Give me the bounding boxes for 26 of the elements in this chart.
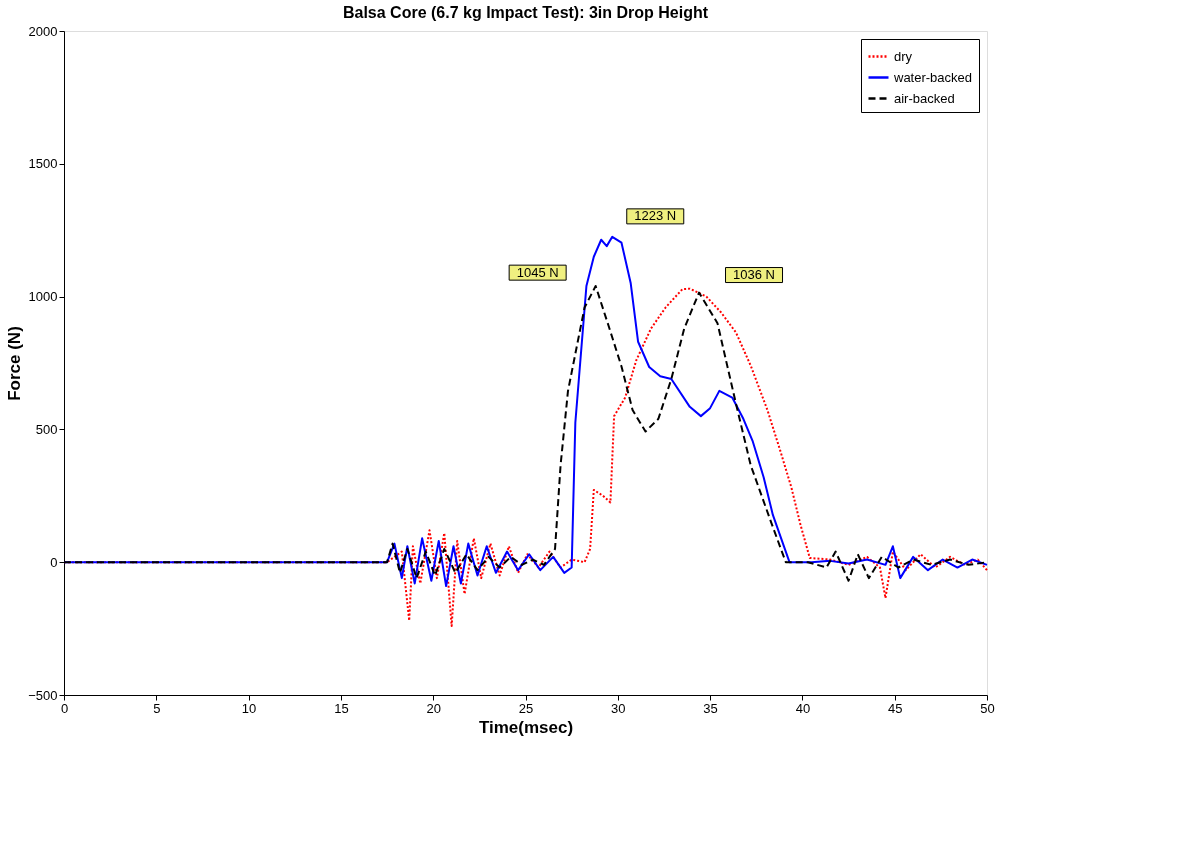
legend-label: water-backed — [893, 69, 973, 85]
chart-title: Balsa Core (6.7 kg Impact Test): 3in Drop Height — [342, 4, 709, 21]
x-tick-label: 5 — [153, 700, 161, 716]
y-axis-title: Force (N) — [5, 326, 25, 401]
x-tick-label: 15 — [334, 700, 349, 716]
x-tick-label: 20 — [426, 700, 441, 716]
annotation: 1223 N — [634, 208, 677, 224]
x-tick-label: 30 — [611, 700, 626, 716]
y-tick-label: −500 — [28, 687, 58, 703]
y-tick-label: 0 — [50, 554, 58, 570]
x-tick-label: 25 — [518, 700, 534, 716]
x-tick-label: 35 — [703, 700, 718, 716]
y-tick-label: 500 — [35, 421, 58, 437]
x-axis-title: Time(msec) — [478, 717, 574, 737]
x-tick-label: 40 — [795, 700, 811, 716]
x-tick-label: 50 — [980, 700, 995, 716]
y-tick-label: 1000 — [28, 289, 58, 305]
x-tick-label: 45 — [887, 700, 903, 716]
x-tick-label: 0 — [60, 700, 69, 716]
legend-label: air-backed — [894, 90, 955, 106]
y-tick-label: 1500 — [28, 156, 58, 172]
x-tick-label: 10 — [241, 700, 257, 716]
y-tick-label: 2000 — [28, 23, 58, 39]
annotation: 1045 N — [516, 264, 559, 280]
annotation: 1036 N — [733, 267, 775, 283]
legend-label: dry — [894, 48, 913, 64]
